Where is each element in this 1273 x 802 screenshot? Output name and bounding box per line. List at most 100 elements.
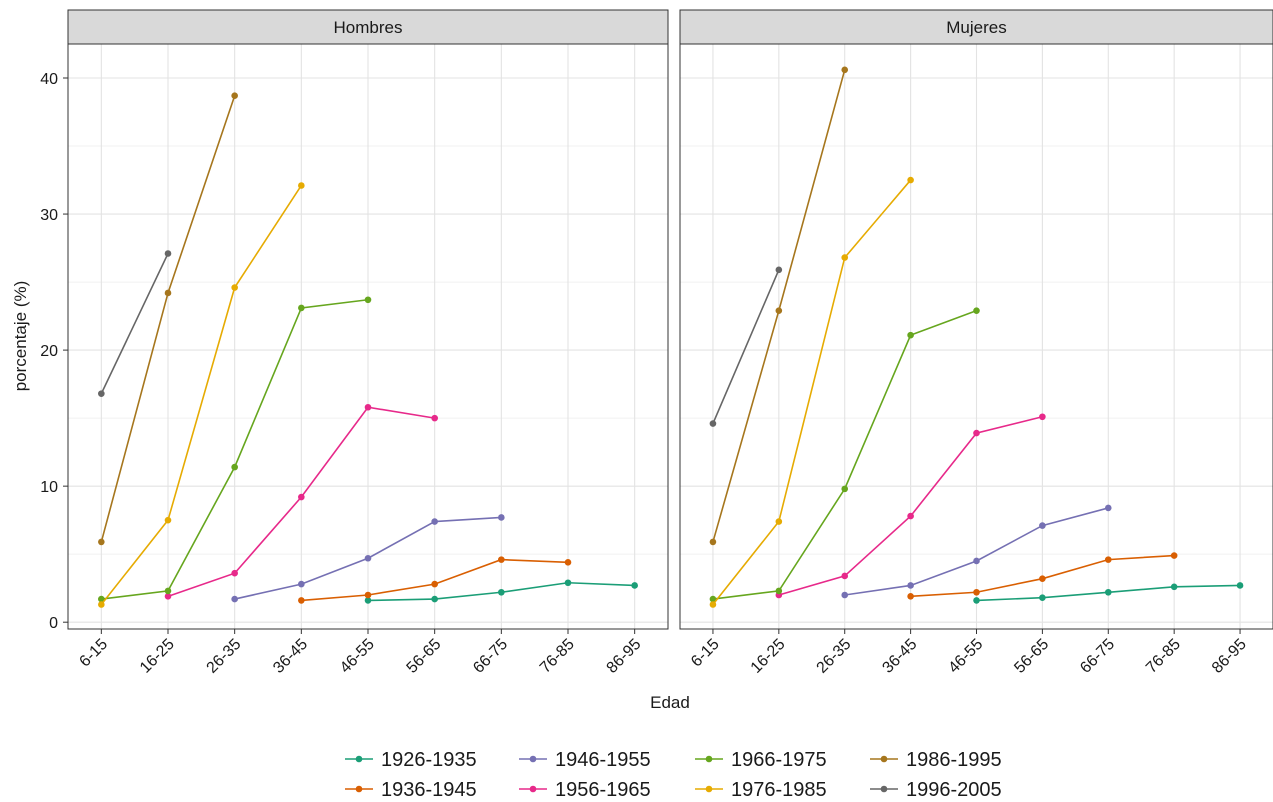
legend: 1926-1935 1936-1945 1946-1955 1956-1965 1966… <box>345 749 1002 801</box>
point-1946-1955-66-75 <box>1104 504 1112 512</box>
x-tick-label: 66-75 <box>470 636 511 677</box>
point-1996-2005-16-25 <box>775 266 783 274</box>
point-1956-1965-36-45 <box>298 493 305 501</box>
x-tick-label: 56-65 <box>1011 636 1052 677</box>
point-1976-1985-26-35 <box>841 254 849 261</box>
point-1936-1945-76-85 <box>1170 552 1178 559</box>
point-1956-1965-26-35 <box>841 572 849 580</box>
point-1946-1955-26-35 <box>231 595 238 603</box>
x-tick-label: 16-25 <box>137 636 178 677</box>
point-1926-1935-46-55 <box>364 597 372 604</box>
x-tick-label: 56-65 <box>404 636 445 677</box>
point-1986-1995-26-35 <box>841 66 849 74</box>
line-1976-1985 <box>712 179 912 606</box>
plot-area-mujeres <box>680 44 1273 629</box>
point-1976-1985-16-25 <box>164 516 172 524</box>
point-1966-1975-16-25 <box>775 587 783 595</box>
x-tick-label: 26-35 <box>204 636 245 677</box>
legend-label: 1926-1935 <box>381 749 477 771</box>
x-tick-label: 76-85 <box>537 636 578 677</box>
x-tick-label: 46-55 <box>337 636 378 677</box>
point-1926-1935-56-65 <box>1039 594 1046 602</box>
point-1946-1955-46-55 <box>364 554 372 562</box>
x-tick-label: 36-45 <box>879 636 920 677</box>
point-1976-1985-6-15 <box>709 601 717 608</box>
series-1946-1955-hombres <box>231 514 505 603</box>
point-1936-1945-56-65 <box>1039 575 1046 582</box>
point-1946-1955-36-45 <box>907 582 914 589</box>
point-1936-1945-36-45 <box>907 593 914 600</box>
point-1966-1975-36-45 <box>298 304 305 312</box>
x-tick-label: 46-55 <box>945 636 986 677</box>
point-1966-1975-26-35 <box>231 463 238 471</box>
point-1946-1955-56-65 <box>1039 522 1046 529</box>
series-1966-1975-hombres <box>98 296 372 603</box>
series-1996-2005-mujeres <box>709 266 783 427</box>
legend-key-point <box>705 785 713 793</box>
legend-key-point <box>529 785 537 793</box>
panel-mujeres: Mujeres 6-15 16-25 26-35 36-45 46-55 56-65 66-… <box>679 9 1273 677</box>
point-1976-1985-26-35 <box>231 284 238 291</box>
legend-label: 1986-1995 <box>906 749 1002 771</box>
legend-key-point <box>880 755 888 763</box>
legend-item-1966-1975: 1966-1975 <box>695 749 827 771</box>
legend-key-point <box>529 755 537 763</box>
point-1976-1985-16-25 <box>775 518 783 525</box>
strip-hombres <box>67 9 669 45</box>
series-1946-1955-mujeres <box>841 504 1112 599</box>
panel-hombres: Hombres 6-15 16-25 26-35 36-45 46-55 56-65 66-… <box>67 9 669 677</box>
legend-item-1996-2005: 1996-2005 <box>870 779 1002 801</box>
point-1926-1935-86-95 <box>1236 582 1244 589</box>
point-1976-1985-36-45 <box>907 176 914 184</box>
line-1976-1985 <box>100 185 303 606</box>
x-tick-label: 6-15 <box>76 636 111 671</box>
legend-label: 1966-1975 <box>731 749 827 771</box>
legend-key-point <box>355 755 363 763</box>
point-1956-1965-16-25 <box>164 593 172 600</box>
y-axis: 0 10 20 30 40 <box>40 71 68 632</box>
point-1956-1965-36-45 <box>907 512 914 520</box>
series-1956-1965-mujeres <box>775 413 1046 599</box>
line-1996-2005 <box>100 253 169 394</box>
legend-item-1936-1945: 1936-1945 <box>345 779 477 801</box>
point-1926-1935-76-85 <box>1170 583 1178 591</box>
point-1946-1955-46-55 <box>973 557 980 565</box>
point-1986-1995-6-15 <box>709 538 717 546</box>
series-1996-2005-hombres <box>98 250 172 397</box>
series-1976-1985-hombres <box>98 182 305 608</box>
point-1956-1965-26-35 <box>231 569 238 577</box>
x-axis-title: Edad <box>650 693 690 712</box>
series-1966-1975-mujeres <box>709 307 980 603</box>
point-1946-1955-66-75 <box>498 514 505 521</box>
point-1966-1975-16-25 <box>164 587 172 595</box>
legend-item-1986-1995: 1986-1995 <box>870 749 1002 771</box>
point-1996-2005-6-15 <box>98 390 105 397</box>
point-1926-1935-46-55 <box>973 597 980 604</box>
point-1966-1975-36-45 <box>907 331 914 339</box>
legend-label: 1936-1945 <box>381 779 477 801</box>
point-1956-1965-46-55 <box>973 429 980 437</box>
legend-label: 1946-1955 <box>555 749 651 771</box>
series-1986-1995-hombres <box>98 92 238 546</box>
point-1986-1995-16-25 <box>775 307 783 314</box>
point-1956-1965-56-65 <box>1039 413 1046 421</box>
point-1976-1985-6-15 <box>98 601 105 608</box>
point-1996-2005-16-25 <box>164 250 172 257</box>
y-tick-label: 30 <box>40 207 58 224</box>
series-1926-1935-mujeres <box>973 582 1244 604</box>
x-tick-label: 26-35 <box>814 636 855 677</box>
point-1936-1945-36-45 <box>298 597 305 604</box>
point-1986-1995-26-35 <box>231 92 238 99</box>
point-1936-1945-76-85 <box>564 559 572 566</box>
point-1956-1965-56-65 <box>431 414 438 422</box>
point-1926-1935-56-65 <box>431 595 438 603</box>
point-1966-1975-46-55 <box>364 296 372 304</box>
point-1936-1945-56-65 <box>431 580 438 588</box>
y-tick-label: 20 <box>40 343 58 360</box>
y-axis-title: porcentaje (%) <box>11 281 30 392</box>
legend-item-1956-1965: 1956-1965 <box>519 779 651 801</box>
strip-label-mujeres: Mujeres <box>946 18 1006 37</box>
series-1956-1965-hombres <box>164 403 438 600</box>
x-tick-label: 16-25 <box>748 636 789 677</box>
